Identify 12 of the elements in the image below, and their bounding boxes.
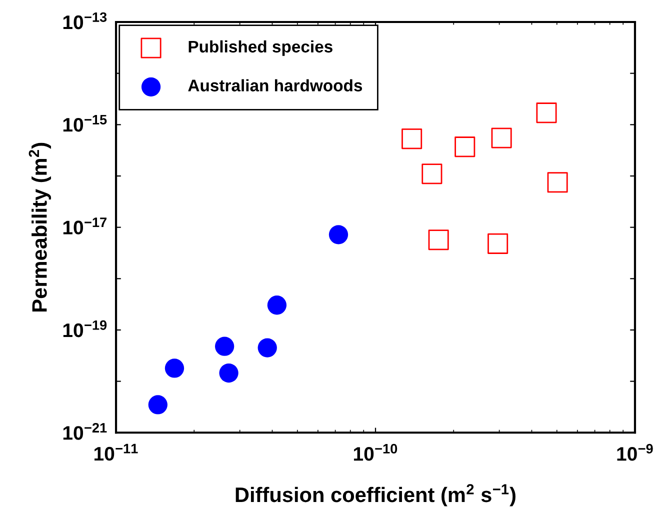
legend-label: Australian hardwoods <box>188 79 362 92</box>
x-tick-label: 10$^{−10}$ <box>354 444 398 461</box>
y-tick-label: 10$^{−21}$ <box>63 422 107 440</box>
y-axis-title: Permeability (m$^{2}$) <box>28 142 51 312</box>
y-tick-label: 10$^{−15}$ <box>63 114 107 132</box>
x-tick-label: 10$^{−11}$ <box>94 444 138 461</box>
y-tick-label: 10$^{−19}$ <box>63 320 107 338</box>
x-axis-title: Diffusion coefficient (m$^{2}$ s$^{−1}$) <box>236 484 516 506</box>
y-tick-label: 10$^{−17}$ <box>63 218 106 234</box>
x-tick-label: 10$^{−9}$ <box>617 444 653 461</box>
legend-label: Published species <box>188 40 332 56</box>
y-tick-label: 10$^{−13}$ <box>63 12 107 30</box>
